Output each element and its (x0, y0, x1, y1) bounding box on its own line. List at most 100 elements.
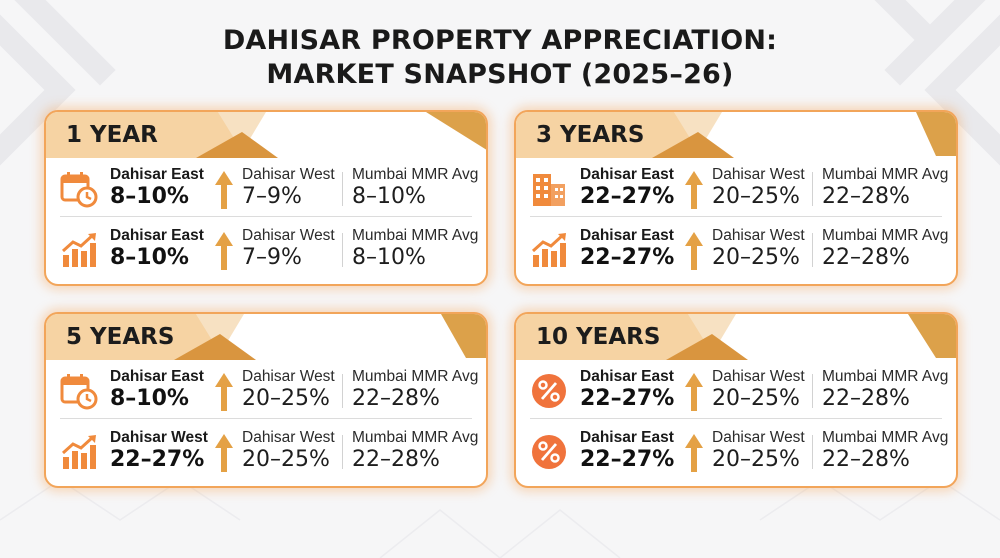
title-line-1: DAHISAR PROPERTY APPRECIATION: (222, 25, 778, 56)
title-line-2: MARKET SNAPSHOT (2025–26) (266, 59, 734, 90)
column-divider (342, 172, 343, 206)
primary-stat-label: Dahisar East (110, 227, 204, 244)
column-divider (342, 435, 343, 469)
column-divider (812, 374, 813, 408)
primary-stat: Dahisar East 22–27% (580, 227, 674, 271)
card-3-years: 3 YEARS Dahisar East 22–27% Dahisar West 20… (514, 110, 958, 286)
mmr-stat-label: Mumbai MMR Avg (352, 368, 479, 385)
stat-row: Dahisar West 22–27% Dahisar West 20–25% Mumb… (46, 425, 486, 481)
percent-icon (530, 372, 568, 410)
primary-stat: Dahisar West 22–27% (110, 429, 208, 473)
primary-stat-value: 22–27% (110, 447, 205, 472)
primary-stat-value: 8–10% (110, 386, 189, 411)
primary-stat: Dahisar East 8–10% (110, 368, 204, 412)
card-header-band (516, 112, 956, 158)
bar-chart-growth-icon (60, 433, 98, 471)
mmr-stat-value: 8–10% (352, 245, 426, 270)
west-stat: Dahisar West 20–25% (712, 368, 805, 412)
west-stat: Dahisar West 20–25% (712, 429, 805, 473)
primary-stat-label: Dahisar West (110, 429, 208, 446)
mmr-stat: Mumbai MMR Avg 8–10% (352, 166, 478, 210)
mmr-stat-label: Mumbai MMR Avg (352, 166, 479, 183)
primary-stat-label: Dahisar East (580, 429, 674, 446)
mmr-stat-label: Mumbai MMR Avg (822, 368, 949, 385)
up-arrow-icon (684, 433, 704, 473)
card-title: 1 YEAR (66, 122, 158, 148)
row-divider (530, 418, 942, 419)
row-divider (60, 418, 472, 419)
west-stat: Dahisar West 7–9% (242, 227, 335, 271)
west-stat-label: Dahisar West (712, 166, 805, 183)
mmr-stat: Mumbai MMR Avg 22–28% (822, 368, 948, 412)
calendar-clock-icon (60, 372, 98, 410)
primary-stat: Dahisar East 22–27% (580, 429, 674, 473)
primary-stat-value: 22–27% (580, 447, 675, 472)
west-stat: Dahisar West 20–25% (242, 368, 335, 412)
mmr-stat: Mumbai MMR Avg 22–28% (822, 429, 948, 473)
primary-stat-label: Dahisar East (110, 166, 204, 183)
primary-stat-value: 8–10% (110, 245, 189, 270)
primary-stat-value: 22–27% (580, 386, 675, 411)
mmr-stat-label: Mumbai MMR Avg (352, 429, 479, 446)
mmr-stat-value: 22–28% (352, 447, 440, 472)
mmr-stat: Mumbai MMR Avg 22–28% (822, 227, 948, 271)
west-stat: Dahisar West 20–25% (712, 166, 805, 210)
column-divider (812, 172, 813, 206)
primary-stat-value: 8–10% (110, 184, 189, 209)
up-arrow-icon (214, 231, 234, 271)
mmr-stat-value: 8–10% (352, 184, 426, 209)
west-stat-value: 7–9% (242, 184, 302, 209)
bar-chart-growth-icon (60, 231, 98, 269)
stat-row: Dahisar East 8–10% Dahisar West 7–9% Mumbai … (46, 162, 486, 218)
card-title: 5 YEARS (66, 324, 175, 350)
primary-stat: Dahisar East 22–27% (580, 368, 674, 412)
column-divider (812, 233, 813, 267)
up-arrow-icon (684, 170, 704, 210)
west-stat-value: 20–25% (712, 447, 800, 472)
mmr-stat-value: 22–28% (822, 447, 910, 472)
up-arrow-icon (684, 231, 704, 271)
card-header-band (46, 314, 486, 360)
row-divider (60, 216, 472, 217)
primary-stat: Dahisar East 22–27% (580, 166, 674, 210)
card-1-year: 1 YEAR Dahisar East 8–10% Dahisar West 7–9%… (44, 110, 488, 286)
stat-row: Dahisar East 8–10% Dahisar West 7–9% Mumbai … (46, 223, 486, 279)
bar-chart-growth-icon (530, 231, 568, 269)
west-stat: Dahisar West 20–25% (242, 429, 335, 473)
card-header-band (516, 314, 956, 360)
west-stat-label: Dahisar West (242, 429, 335, 446)
card-10-years: 10 YEARS Dahisar East 22–27% Dahisar West 2… (514, 312, 958, 488)
primary-stat: Dahisar East 8–10% (110, 227, 204, 271)
stat-row: Dahisar East 22–27% Dahisar West 20–25% Mumb… (516, 223, 956, 279)
west-stat: Dahisar West 20–25% (712, 227, 805, 271)
calendar-clock-icon (60, 170, 98, 208)
mmr-stat-label: Mumbai MMR Avg (822, 166, 949, 183)
card-5-years: 5 YEARS Dahisar East 8–10% Dahisar West 20–… (44, 312, 488, 488)
column-divider (342, 233, 343, 267)
column-divider (812, 435, 813, 469)
row-divider (530, 216, 942, 217)
west-stat-label: Dahisar West (712, 368, 805, 385)
primary-stat-value: 22–27% (580, 245, 675, 270)
up-arrow-icon (684, 372, 704, 412)
west-stat-label: Dahisar West (712, 227, 805, 244)
primary-stat-label: Dahisar East (110, 368, 204, 385)
card-header-band (46, 112, 486, 158)
mmr-stat-value: 22–28% (352, 386, 440, 411)
stat-row: Dahisar East 8–10% Dahisar West 20–25% Mumba… (46, 364, 486, 420)
west-stat-value: 20–25% (242, 386, 330, 411)
west-stat: Dahisar West 7–9% (242, 166, 335, 210)
primary-stat-label: Dahisar East (580, 368, 674, 385)
mmr-stat: Mumbai MMR Avg 22–28% (352, 368, 478, 412)
up-arrow-icon (214, 170, 234, 210)
mmr-stat: Mumbai MMR Avg 22–28% (822, 166, 948, 210)
column-divider (342, 374, 343, 408)
stat-row: Dahisar East 22–27% Dahisar West 20–25% Mumb… (516, 425, 956, 481)
mmr-stat-value: 22–28% (822, 184, 910, 209)
mmr-stat: Mumbai MMR Avg 8–10% (352, 227, 478, 271)
buildings-icon (530, 170, 568, 208)
primary-stat-label: Dahisar East (580, 227, 674, 244)
west-stat-value: 20–25% (712, 386, 800, 411)
west-stat-value: 20–25% (712, 245, 800, 270)
